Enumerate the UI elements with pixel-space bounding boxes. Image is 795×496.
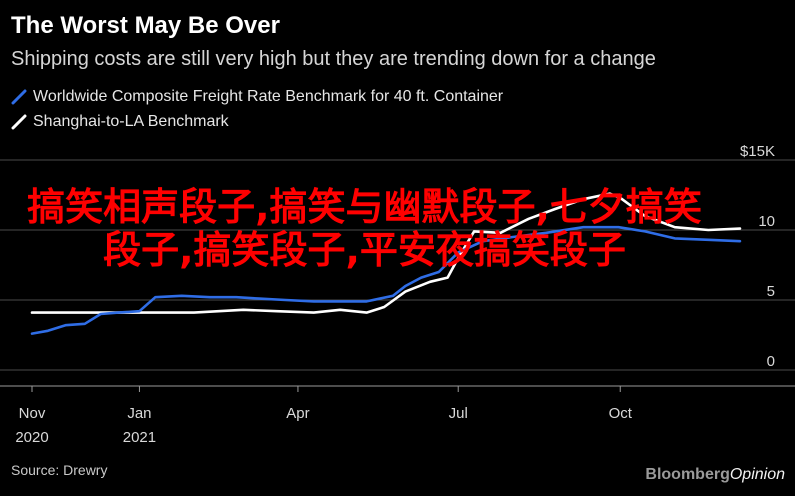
- chart-subtitle: Shipping costs are still very high but t…: [11, 48, 656, 70]
- overlay-watermark-text: 搞笑相声段子,搞笑与幽默段子,七夕搞笑段子,搞笑段子,平安夜搞笑段子: [27, 185, 702, 272]
- blue-line-swatch-icon: [11, 89, 27, 105]
- x-tick-label-oct: Oct: [609, 405, 633, 422]
- y-tick-label-0: 0: [767, 353, 775, 370]
- white-line-swatch-icon: [11, 114, 27, 130]
- y-tick-label-layer: $15K 10 5 0: [740, 143, 775, 370]
- brand-logo: BloombergOpinion: [645, 466, 785, 484]
- brand-part-opinion: Opinion: [729, 466, 785, 483]
- x-tick-year-2020: 2020: [15, 429, 48, 446]
- x-tick-label-nov: Nov: [19, 405, 46, 422]
- x-tick-label-layer: Nov 2020 Jan 2021 Apr Jul Oct: [15, 386, 633, 446]
- y-tick-label-15: $15K: [740, 143, 775, 160]
- legend-item-worldwide: Worldwide Composite Freight Rate Benchma…: [11, 88, 503, 106]
- grid-layer: [0, 159, 795, 387]
- x-tick-label-jan: Jan: [127, 405, 151, 422]
- x-tick-label-apr: Apr: [286, 405, 309, 422]
- source-note: Source: Drewry: [11, 462, 108, 478]
- chart-title: The Worst May Be Over: [11, 12, 280, 39]
- legend-item-shanghai-la: Shanghai-to-LA Benchmark: [11, 113, 229, 131]
- series-line-worldwide-composite-freight-rate-benchmark-for-40-ft-container: [30, 225, 742, 335]
- series-layer: [30, 192, 742, 335]
- x-tick-label-jul: Jul: [449, 405, 468, 422]
- y-tick-label-10: 10: [758, 213, 775, 230]
- x-tick-year-2021: 2021: [123, 429, 156, 446]
- legend-label-worldwide: Worldwide Composite Freight Rate Benchma…: [33, 88, 504, 105]
- series-line-shanghai-to-la-benchmark: [30, 192, 742, 314]
- legend-label-shanghai-la: Shanghai-to-LA Benchmark: [33, 113, 229, 130]
- y-tick-label-5: 5: [767, 283, 775, 300]
- brand-part-bloomberg: Bloomberg: [645, 466, 730, 483]
